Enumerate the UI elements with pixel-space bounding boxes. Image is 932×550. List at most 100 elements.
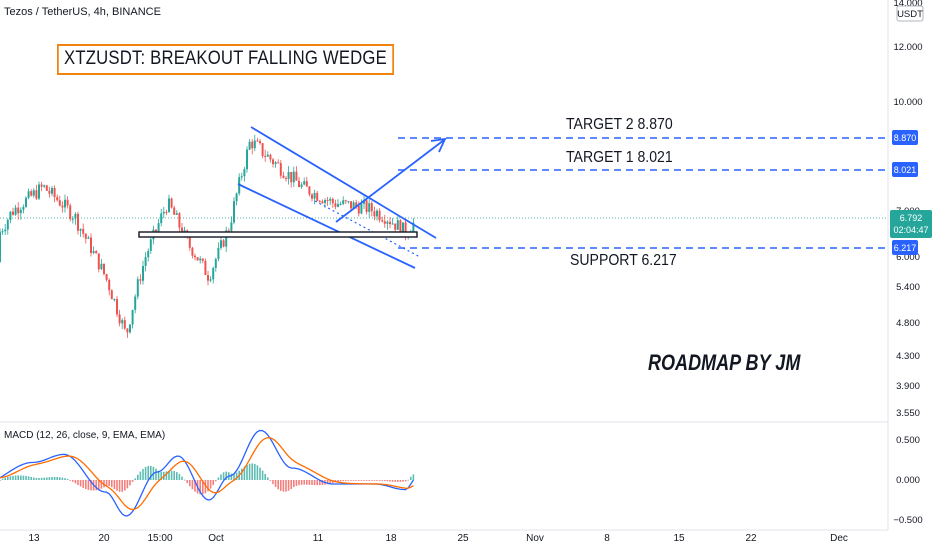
breakout-arrow-head	[430, 137, 447, 153]
histogram-bar	[168, 470, 170, 480]
price-tick-label: 14.000	[893, 0, 922, 9]
candle-body	[225, 230, 228, 247]
candle-body	[64, 199, 66, 208]
candle-body	[32, 190, 35, 196]
histogram-bar	[399, 480, 402, 482]
histogram-bar	[319, 480, 321, 486]
candle-body	[139, 279, 142, 281]
price-tick-label: 5.400	[896, 282, 920, 293]
candle-body	[178, 213, 181, 228]
histogram-bar	[204, 480, 207, 494]
histogram-bar	[43, 477, 45, 480]
candle-body	[334, 203, 337, 207]
candle-body	[19, 209, 22, 214]
histogram-bar	[352, 480, 355, 481]
candle-body	[331, 198, 334, 204]
price-tick-label: 3.900	[896, 381, 920, 392]
candle-body	[230, 222, 233, 231]
candle-body	[199, 258, 202, 261]
histogram-bar	[202, 480, 204, 495]
candle-body	[38, 184, 40, 199]
candle-body	[227, 230, 230, 232]
candle-body	[373, 211, 376, 217]
candle-body	[264, 155, 267, 157]
histogram-bar	[246, 464, 248, 480]
roadmap-signature: ROADMAP BY JM	[648, 350, 801, 375]
histogram-bar	[326, 480, 329, 485]
price-tick-label: 4.800	[896, 318, 920, 329]
histogram-bar	[51, 476, 53, 480]
candle-body	[357, 205, 360, 214]
histogram-bar	[287, 480, 290, 491]
candle-body	[339, 203, 342, 205]
candle-body	[168, 198, 170, 212]
candle-body	[259, 141, 261, 144]
macd-line	[0, 429, 414, 517]
histogram-bar	[77, 480, 79, 485]
candle-body	[61, 205, 64, 208]
histogram-bar	[46, 477, 48, 480]
candle-body	[30, 191, 33, 196]
histogram-bar	[155, 468, 157, 480]
histogram-bar	[264, 473, 266, 480]
candle-body	[131, 309, 134, 325]
candle-body	[100, 263, 103, 270]
histogram-bar	[342, 480, 344, 482]
candle-body	[402, 222, 404, 236]
histogram-bar	[183, 479, 186, 481]
histogram-bar	[7, 476, 9, 480]
candle-body	[0, 231, 1, 262]
histogram-bar	[285, 480, 287, 492]
candle-body	[287, 171, 290, 179]
histogram-bar	[134, 478, 136, 480]
candle-body	[170, 198, 173, 208]
histogram-bar	[72, 480, 74, 482]
histogram-bar	[82, 480, 84, 488]
candle-body	[321, 201, 324, 204]
candle-body	[103, 263, 105, 275]
time-tick-label: 15	[673, 533, 685, 544]
candle-body	[209, 279, 212, 281]
candle-body	[399, 220, 402, 236]
candle-body	[220, 240, 222, 248]
candle-body	[118, 314, 121, 324]
histogram-bar	[142, 468, 144, 480]
histogram-bar	[22, 475, 25, 480]
histogram-bar	[100, 480, 103, 489]
histogram-bar	[274, 480, 277, 487]
histogram-bar	[235, 472, 238, 480]
histogram-bar	[339, 480, 342, 482]
candle-body	[22, 206, 25, 210]
histogram-bar	[9, 476, 12, 480]
histogram-bar	[116, 480, 118, 491]
candle-body	[391, 223, 394, 225]
histogram-bar	[74, 480, 77, 484]
histogram-bar	[189, 480, 191, 487]
candle-body	[370, 203, 373, 212]
histogram-bar	[384, 480, 386, 481]
candle-body	[35, 190, 38, 199]
chart-title: XTZUSDT: BREAKOUT FALLING WEDGE	[57, 44, 394, 75]
histogram-bar	[386, 480, 389, 482]
target2-tag: 8.870	[894, 133, 917, 143]
candle-body	[196, 257, 199, 261]
candle-body	[396, 220, 399, 230]
histogram-bar	[337, 480, 339, 482]
histogram-bar	[272, 480, 274, 485]
histogram-bar	[371, 480, 373, 481]
histogram-bar	[261, 470, 264, 480]
histogram-bar	[191, 480, 194, 490]
macd-tick-label: 0.000	[896, 475, 920, 486]
candle-body	[144, 257, 147, 266]
histogram-bar	[397, 480, 399, 482]
candle-body	[243, 169, 246, 177]
price-tick-label: 3.550	[896, 408, 920, 419]
candle-body	[173, 207, 176, 215]
histogram-bar	[290, 480, 292, 490]
candle-body	[308, 186, 311, 195]
candle-body	[313, 192, 316, 199]
candle-body	[303, 181, 306, 185]
histogram-bar	[373, 480, 376, 481]
time-tick-label: 25	[457, 533, 469, 544]
